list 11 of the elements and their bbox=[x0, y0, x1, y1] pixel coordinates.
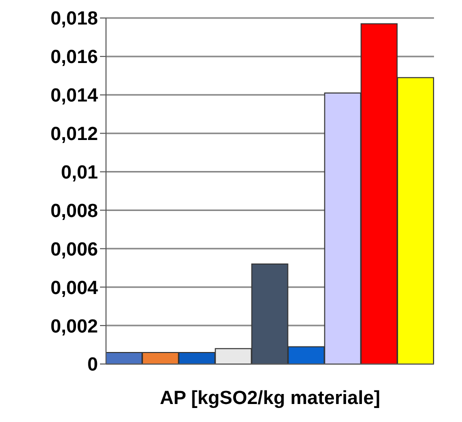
y-tick-label: 0,014 bbox=[50, 86, 98, 107]
y-tick-label: 0,01 bbox=[61, 162, 98, 184]
y-tick-label: 0 bbox=[87, 354, 98, 376]
x-axis-title: AP [kgSO2/kg materiale] bbox=[160, 388, 380, 409]
y-tick-label: 0,012 bbox=[50, 124, 98, 146]
y-tick-label: 0,002 bbox=[50, 316, 98, 338]
y-tick-label: 0,018 bbox=[50, 8, 98, 30]
y-tick-label: 0,004 bbox=[50, 278, 98, 299]
y-tick-label: 0,016 bbox=[50, 47, 98, 68]
y-tick-label: 0,008 bbox=[50, 200, 98, 222]
y-tick-label: 0,006 bbox=[50, 239, 98, 260]
